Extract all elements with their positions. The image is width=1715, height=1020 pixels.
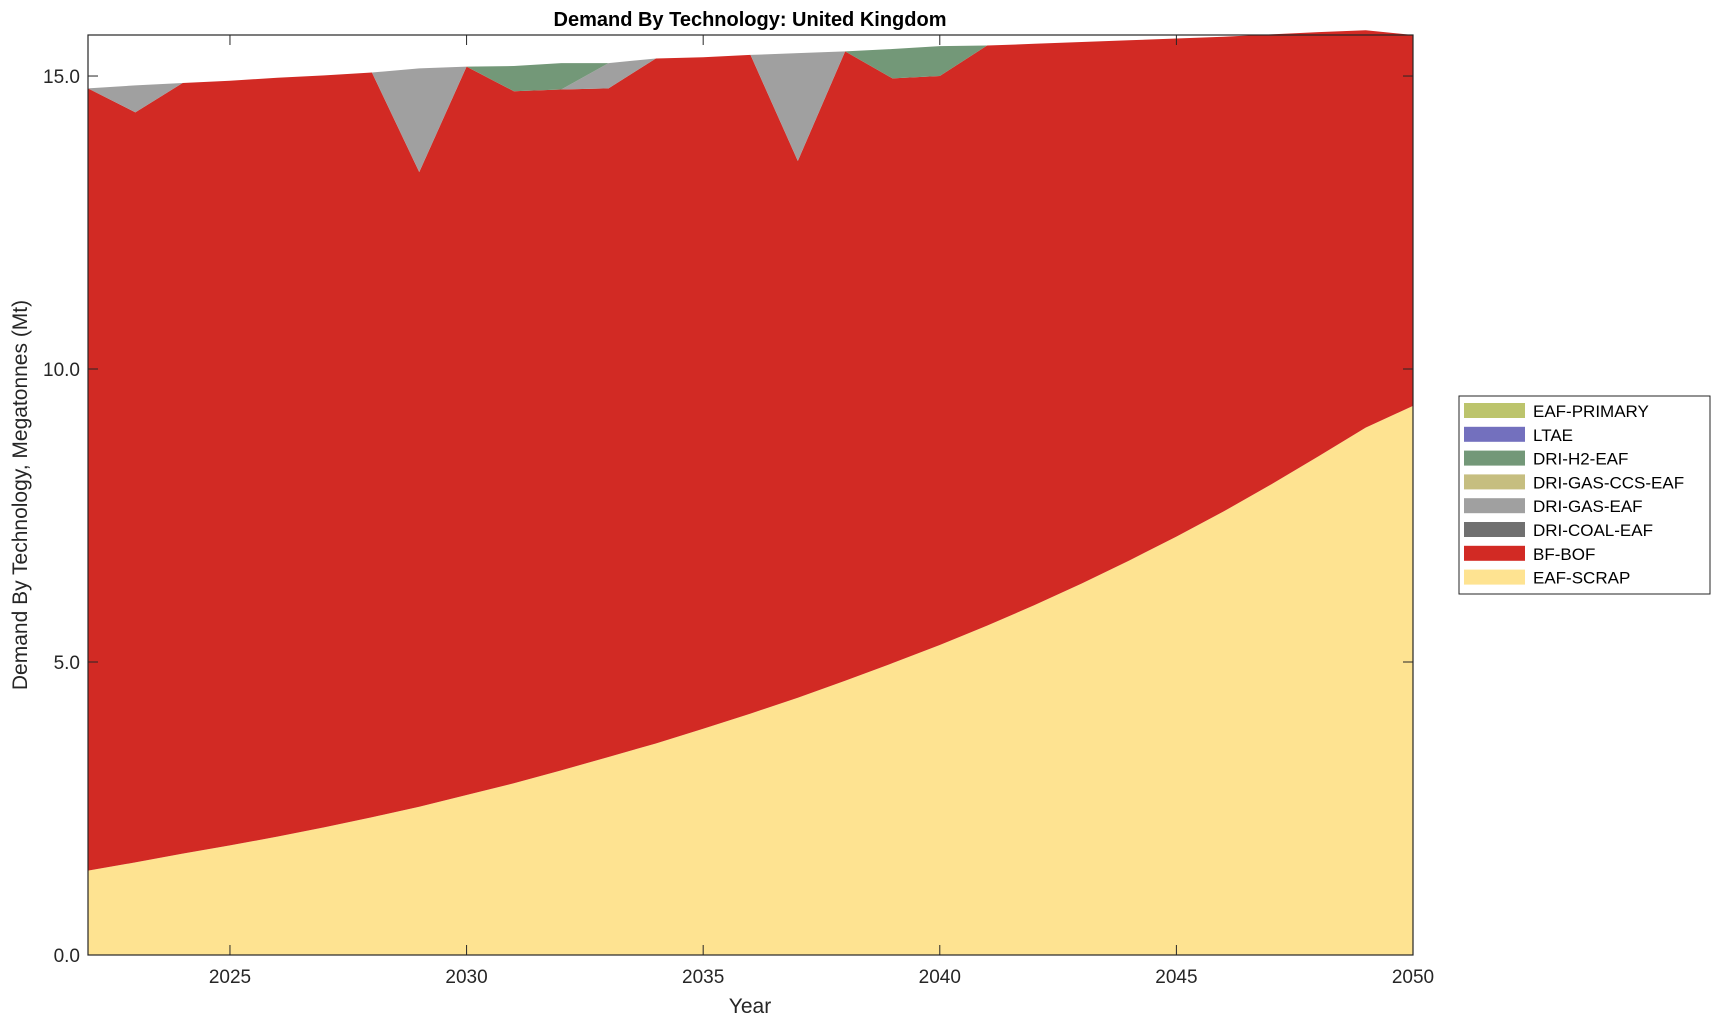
x-axis-ticks: 2025 2030 2035 2040 2045 2050 bbox=[209, 35, 1434, 988]
legend-swatch-dri-gas-eaf bbox=[1464, 498, 1525, 514]
legend-swatch-eaf-scrap bbox=[1464, 569, 1525, 585]
legend-label-ltae: LTAE bbox=[1533, 426, 1573, 445]
x-axis-label: Year bbox=[729, 995, 771, 1018]
x-tick-label: 2050 bbox=[1392, 967, 1434, 988]
area-dri-gas-eaf bbox=[88, 30, 1413, 173]
legend-label-dri-h2-eaf: DRI-H2-EAF bbox=[1533, 450, 1628, 469]
legend-label-dri-gas-eaf: DRI-GAS-EAF bbox=[1533, 497, 1643, 516]
x-tick-label: 2030 bbox=[445, 967, 487, 988]
x-tick-label: 2025 bbox=[209, 967, 251, 988]
x-tick-label: 2045 bbox=[1155, 967, 1197, 988]
area-eaf-scrap bbox=[88, 405, 1413, 955]
area-bf-bof bbox=[88, 30, 1413, 871]
chart-title: Demand By Technology: United Kingdom bbox=[554, 9, 947, 31]
legend-swatch-dri-h2-eaf bbox=[1464, 450, 1525, 466]
y-axis-label: Demand By Technology, Megatonnes (Mt) bbox=[9, 300, 32, 690]
legend-swatch-dri-gas-ccs-eaf bbox=[1464, 474, 1525, 490]
legend: EAF-PRIMARY LTAE DRI-H2-EAF DRI-GAS-CCS-EAF… bbox=[1458, 395, 1711, 595]
legend-swatch-ltae bbox=[1464, 426, 1525, 442]
legend-label-eaf-scrap: EAF-SCRAP bbox=[1533, 569, 1630, 588]
legend-label-bf-bof: BF-BOF bbox=[1533, 545, 1595, 564]
legend-swatch-eaf-primary bbox=[1464, 403, 1525, 418]
legend-label-eaf-primary: EAF-PRIMARY bbox=[1533, 402, 1649, 421]
legend-label-dri-gas-ccs-eaf: DRI-GAS-CCS-EAF bbox=[1533, 473, 1684, 492]
plot-area: 2025 2030 2035 2040 2045 2050 0.0 5.0 10.0 15.0 bbox=[43, 30, 1434, 988]
legend-label-dri-coal-eaf: DRI-COAL-EAF bbox=[1533, 521, 1653, 540]
legend-swatch-bf-bof bbox=[1464, 545, 1525, 561]
plot-frame bbox=[87, 34, 1414, 956]
x-tick-label: 2035 bbox=[682, 967, 724, 988]
x-tick-label: 2040 bbox=[919, 967, 961, 988]
y-tick-label: 10.0 bbox=[43, 360, 80, 381]
y-axis-ticks: 0.0 5.0 10.0 15.0 bbox=[43, 67, 1413, 967]
stacked-areas bbox=[88, 30, 1413, 955]
y-tick-label: 0.0 bbox=[54, 946, 80, 967]
y-tick-label: 15.0 bbox=[43, 67, 80, 88]
legend-swatch-dri-coal-eaf bbox=[1464, 522, 1525, 537]
legend-box bbox=[1458, 395, 1711, 595]
y-tick-label: 5.0 bbox=[54, 653, 80, 674]
legend-items: EAF-PRIMARY LTAE DRI-H2-EAF DRI-GAS-CCS-EAF… bbox=[1464, 402, 1684, 588]
